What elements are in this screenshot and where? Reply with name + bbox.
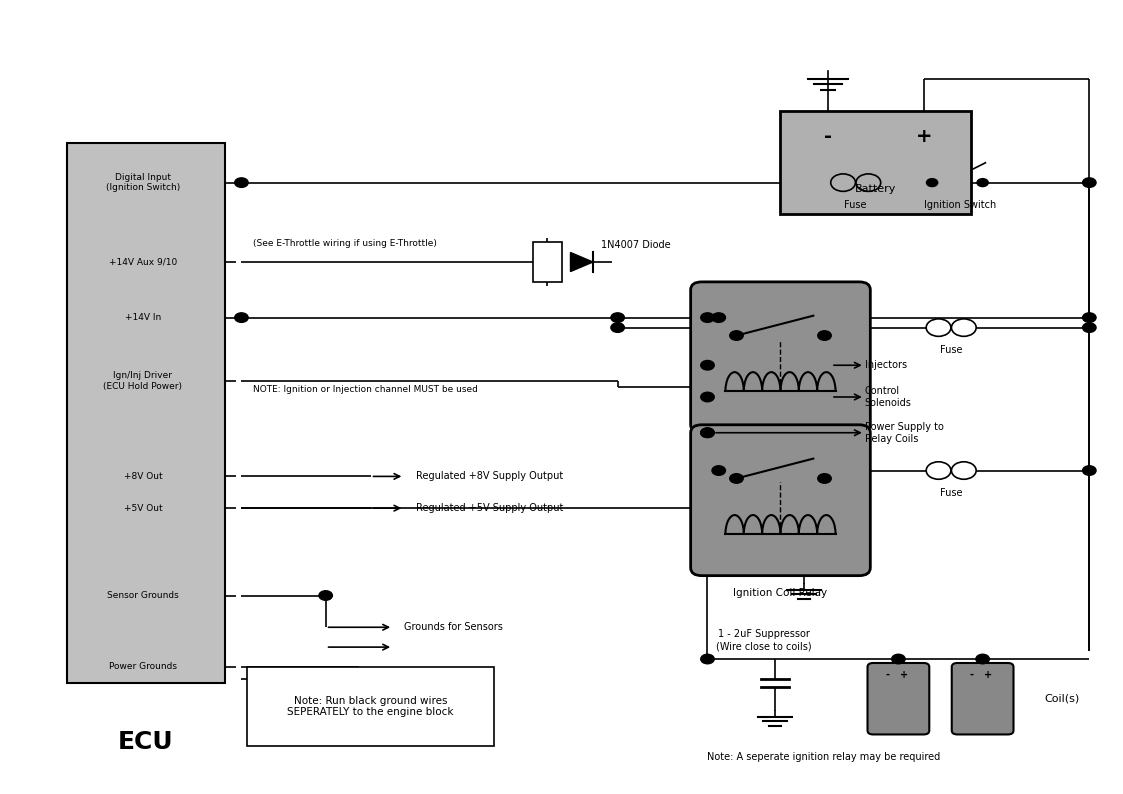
Circle shape [701, 654, 714, 664]
Circle shape [1083, 313, 1096, 322]
Circle shape [818, 474, 831, 484]
Text: Ign/Inj Driver
(ECU Hold Power): Ign/Inj Driver (ECU Hold Power) [103, 372, 182, 391]
Text: Fuse: Fuse [940, 488, 962, 498]
Text: Coil(s): Coil(s) [1044, 694, 1079, 703]
Circle shape [319, 591, 332, 600]
Circle shape [611, 323, 624, 333]
Circle shape [730, 474, 743, 484]
Text: Regulated +5V Supply Output: Regulated +5V Supply Output [416, 503, 563, 513]
Text: +: + [900, 670, 909, 680]
Text: (See E-Throttle wiring if using E-Throttle): (See E-Throttle wiring if using E-Thrott… [253, 239, 437, 248]
Text: -: - [885, 670, 889, 680]
Text: 1 - 2uF Suppressor
(Wire close to coils): 1 - 2uF Suppressor (Wire close to coils) [715, 630, 812, 651]
Text: -: - [824, 128, 832, 146]
FancyBboxPatch shape [867, 663, 930, 734]
FancyBboxPatch shape [67, 143, 225, 683]
Circle shape [926, 179, 938, 187]
Circle shape [818, 331, 831, 341]
Polygon shape [570, 252, 593, 272]
Circle shape [977, 179, 988, 187]
Circle shape [1083, 178, 1096, 187]
Text: Main Relay: Main Relay [752, 445, 809, 455]
Bar [533, 242, 562, 282]
Circle shape [235, 313, 248, 322]
Text: Fuse: Fuse [844, 200, 867, 210]
Circle shape [712, 313, 725, 322]
Text: +14V Aux 9/10: +14V Aux 9/10 [109, 257, 177, 267]
Circle shape [611, 313, 624, 322]
Text: Battery: Battery [856, 183, 896, 194]
Text: Power Grounds: Power Grounds [109, 662, 176, 672]
Text: ECU: ECU [118, 730, 174, 754]
Circle shape [1083, 466, 1096, 476]
Text: +8V Out: +8V Out [124, 472, 162, 481]
Circle shape [701, 392, 714, 402]
Text: Note: A seperate ignition relay may be required: Note: A seperate ignition relay may be r… [707, 752, 941, 762]
Text: Power Supply to
Relay Coils: Power Supply to Relay Coils [865, 422, 943, 444]
Circle shape [701, 360, 714, 370]
Circle shape [701, 313, 714, 322]
Circle shape [712, 466, 725, 476]
Text: Sensor Grounds: Sensor Grounds [107, 591, 179, 600]
Circle shape [235, 178, 248, 187]
Text: +: + [915, 128, 932, 146]
FancyBboxPatch shape [780, 111, 971, 214]
Text: Digital Input
(Ignition Switch): Digital Input (Ignition Switch) [106, 173, 180, 192]
Circle shape [701, 428, 714, 437]
Text: Grounds for Sensors: Grounds for Sensors [404, 622, 503, 632]
Text: Ignition Coil Relay: Ignition Coil Relay [733, 588, 828, 598]
FancyBboxPatch shape [691, 282, 870, 433]
Circle shape [892, 654, 905, 664]
Circle shape [730, 331, 743, 341]
FancyBboxPatch shape [247, 667, 494, 746]
Text: Injectors: Injectors [865, 360, 907, 370]
Circle shape [701, 428, 714, 437]
Circle shape [1083, 323, 1096, 333]
Text: Control
Solenoids: Control Solenoids [865, 386, 912, 408]
Text: Note: Run black ground wires
SEPERATELY to the engine block: Note: Run black ground wires SEPERATELY … [287, 696, 454, 718]
FancyBboxPatch shape [952, 663, 1013, 734]
Text: -: - [969, 670, 974, 680]
Text: Regulated +8V Supply Output: Regulated +8V Supply Output [416, 472, 563, 481]
Text: Fuse: Fuse [940, 345, 962, 355]
Text: Ignition Switch: Ignition Switch [924, 200, 996, 210]
Text: NOTE: Ignition or Injection channel MUST be used: NOTE: Ignition or Injection channel MUST… [253, 385, 477, 394]
Text: +14V In: +14V In [125, 313, 161, 322]
Text: 1N4007 Diode: 1N4007 Diode [601, 240, 670, 250]
FancyBboxPatch shape [691, 425, 870, 576]
Circle shape [976, 654, 989, 664]
Text: +5V Out: +5V Out [124, 503, 162, 513]
Text: +: + [984, 670, 993, 680]
